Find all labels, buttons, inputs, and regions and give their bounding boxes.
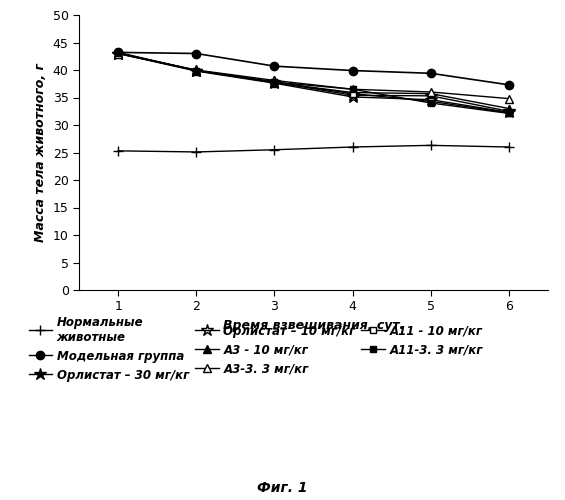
- X-axis label: Время взвешивания, сут.: Время взвешивания, сут.: [223, 319, 405, 332]
- Legend: Нормальные
животные, Модельная группа, Орлистат – 30 мг/кг, Орлистат – 10 мг/кг,: Нормальные животные, Модельная группа, О…: [28, 316, 483, 382]
- Text: Фиг. 1: Фиг. 1: [257, 481, 308, 495]
- Y-axis label: Масса тела животного, г: Масса тела животного, г: [34, 63, 47, 242]
